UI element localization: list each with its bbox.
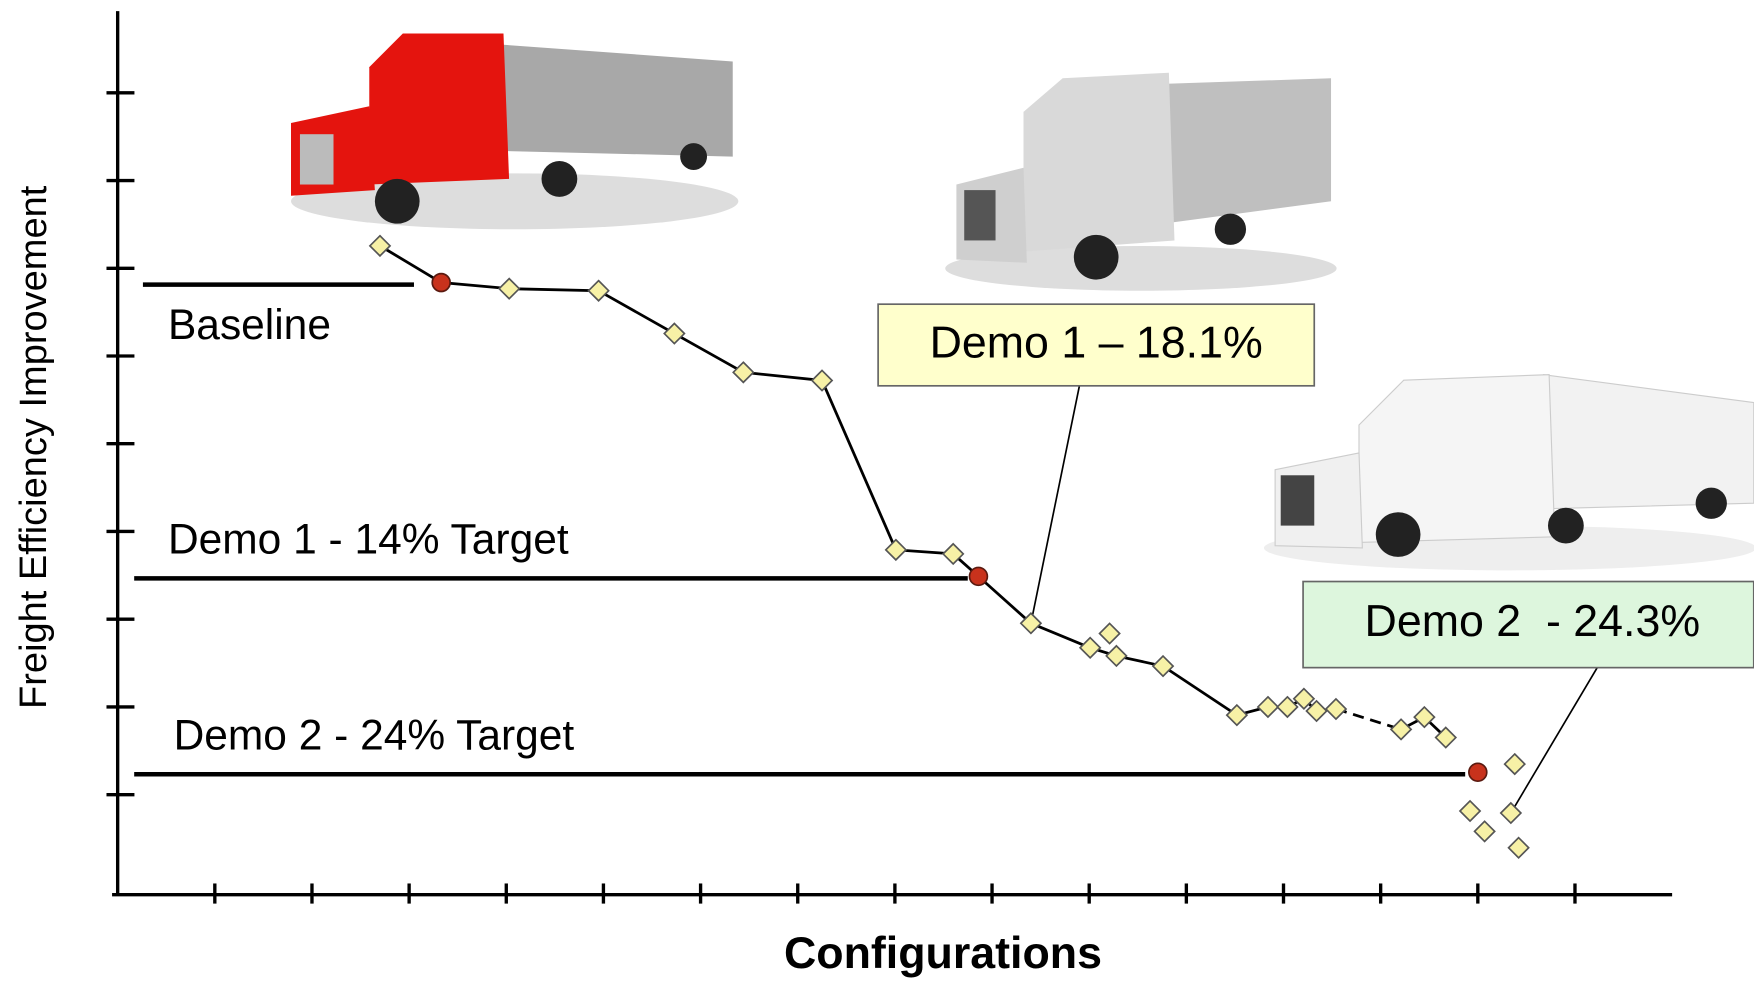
diamond-point	[1105, 644, 1128, 668]
diamond-point	[1507, 836, 1530, 859]
callout-box	[1302, 580, 1754, 669]
diamond-point	[1276, 695, 1299, 719]
circle-point	[431, 272, 451, 293]
diamond-point	[663, 322, 686, 345]
diamond-point	[587, 279, 610, 302]
diamond-point	[1225, 703, 1249, 727]
diamond-point	[1503, 752, 1526, 776]
diamond-point	[810, 369, 834, 392]
x-axis-label: Configurations	[784, 929, 1102, 978]
diamond-point	[732, 361, 755, 384]
diamond-point	[368, 234, 392, 258]
diamond-point	[1098, 622, 1121, 645]
reference-label: Demo 1 - 14% Target	[168, 517, 569, 564]
callout-box	[877, 303, 1316, 387]
diamond-point	[497, 277, 521, 300]
diamond-point	[1256, 695, 1280, 719]
callout-label: Demo 2 - 24.3%	[1365, 597, 1701, 646]
reference-label: Baseline	[168, 302, 331, 349]
diamond-point	[1434, 726, 1458, 749]
red-truck	[291, 33, 739, 230]
diamond-point	[1413, 705, 1436, 729]
reference-label: Demo 2 - 24% Target	[174, 712, 575, 759]
diamond-point	[1324, 697, 1348, 721]
diamond-point	[1078, 636, 1102, 660]
diamond-point	[1389, 718, 1413, 741]
diamond-point	[1019, 612, 1043, 635]
diamond-point	[1151, 654, 1175, 678]
circle-point	[968, 566, 989, 587]
callout-label: Demo 1 – 18.1%	[930, 318, 1263, 367]
white-truck	[1264, 373, 1754, 571]
callout-leader	[1030, 385, 1081, 624]
diamond-point	[1473, 820, 1496, 843]
callout-leader	[1510, 667, 1598, 814]
diamond-point	[884, 538, 908, 562]
y-axis-label: Freight Efficiency Improvement	[13, 185, 55, 709]
diamond-point	[941, 542, 965, 566]
diamond-point	[1292, 687, 1316, 711]
silver-truck	[945, 72, 1337, 291]
circle-point	[1468, 762, 1488, 783]
diamond-point	[1458, 799, 1482, 823]
diamond-point	[1499, 801, 1523, 825]
dashed-line	[1335, 707, 1402, 731]
diamond-point	[1305, 699, 1328, 723]
